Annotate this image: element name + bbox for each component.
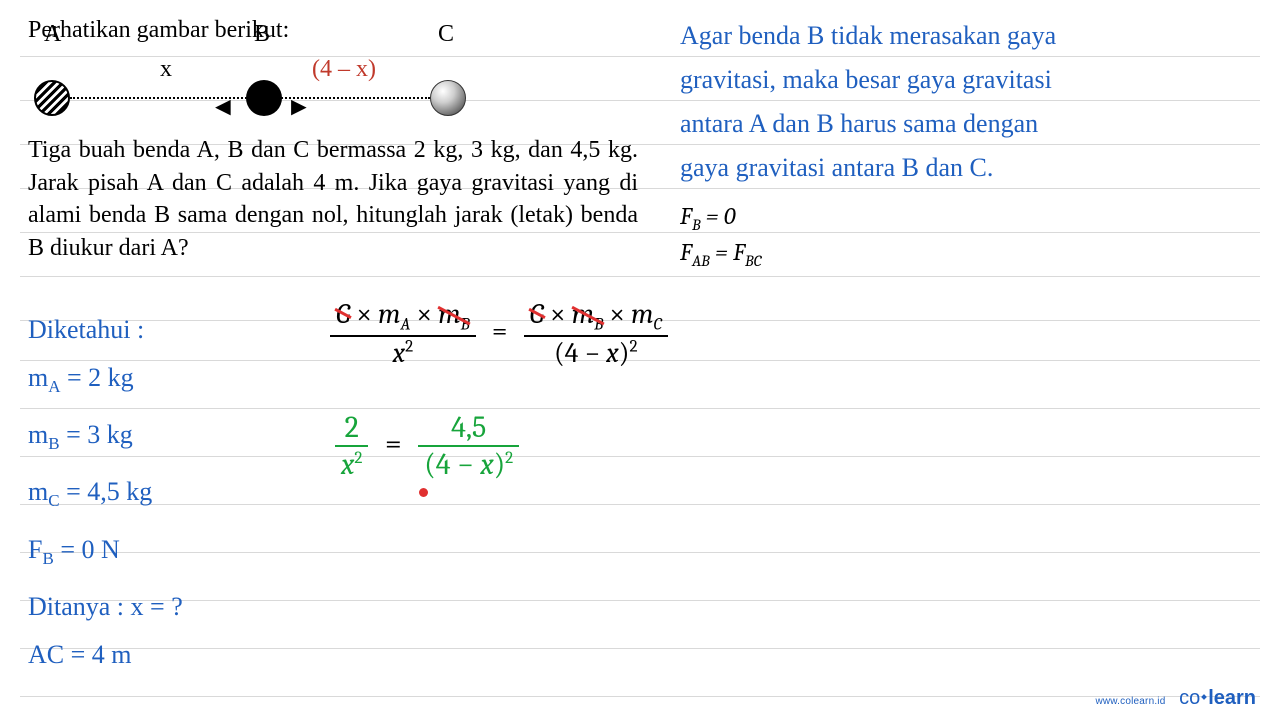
eq-sym: F: [28, 535, 42, 564]
page-root: Perhatikan gambar berikut: A B C x (4 – …: [0, 0, 1280, 720]
eq-sub: B: [594, 316, 603, 335]
mass-b-icon: [246, 80, 282, 116]
brand-dot-icon: [1201, 694, 1207, 700]
eq-sub: A: [48, 377, 60, 396]
eq-sub: AB: [692, 252, 710, 270]
x-label: x: [160, 53, 172, 85]
eq-val: = 2 kg: [61, 363, 134, 392]
known-FB: FB = 0 N: [28, 526, 183, 583]
eq-op: ×: [603, 298, 631, 330]
mass-a-icon: [34, 80, 70, 116]
eq-fab-fbc: FAB = FBC: [680, 236, 1250, 272]
eq-sub: BC: [745, 252, 762, 270]
label-c: C: [438, 18, 454, 50]
brand-co: co: [1179, 687, 1200, 709]
fraction-right: 4,5 (4 − x)2: [418, 410, 519, 482]
eq-fb: FB = 0: [680, 200, 1250, 236]
eq-op: ×: [544, 298, 572, 330]
explanation-text: Agar benda B tidak merasakan gaya gravit…: [680, 14, 1250, 190]
eq-val: = 0 N: [54, 535, 120, 564]
brand-learn: learn: [1208, 687, 1256, 709]
mass-c-icon: [430, 80, 466, 116]
eq-val: = 3 kg: [60, 420, 133, 449]
eq-rhs: = 0: [701, 202, 736, 230]
known-mB: mB = 3 kg: [28, 411, 183, 468]
eq-op: =: [710, 238, 733, 266]
brand-logo: colearn: [1179, 687, 1256, 709]
eq-num: 4,5: [418, 410, 519, 445]
eq-sup: 2: [629, 337, 637, 356]
eq-sym: m: [438, 298, 460, 330]
eq-sym: F: [680, 238, 692, 266]
eq-sub: B: [692, 216, 701, 234]
eq-sym: m: [28, 477, 48, 506]
eq-txt: (4 −: [424, 447, 480, 482]
known-AC: AC = 4 m: [28, 631, 183, 679]
eq-txt: (4 −: [554, 337, 606, 369]
eq-equals: =: [482, 315, 518, 347]
arrow-right-icon: ►: [286, 89, 312, 124]
eq-equals: =: [375, 426, 412, 461]
eq-op: ×: [350, 298, 378, 330]
label-b: B: [254, 18, 270, 50]
eq-sub: A: [401, 316, 411, 335]
main-fraction-equation: G × mA × mB x2 = G × mB × mC (4 − x)2: [330, 298, 668, 369]
eq-sym: x: [393, 337, 406, 369]
eq-sym: F: [733, 238, 745, 266]
simplified-equation: 2 x2 = 4,5 (4 − x)2: [335, 410, 519, 482]
known-mA: mA = 2 kg: [28, 354, 183, 411]
eq-sub: B: [48, 434, 59, 453]
eq-sym: m: [28, 420, 48, 449]
fraction-left: 2 x2: [335, 410, 368, 482]
eq-txt: ): [619, 337, 630, 369]
eq-sup: 2: [505, 449, 513, 468]
eq-sym: m: [378, 298, 400, 330]
expl-line: Agar benda B tidak merasakan gaya: [680, 14, 1250, 58]
eq-sub: B: [42, 549, 53, 568]
expl-line: antara A dan B harus sama dengan: [680, 102, 1250, 146]
problem-block: Perhatikan gambar berikut: A B C x (4 – …: [28, 14, 638, 264]
eq-sym: m: [572, 298, 594, 330]
problem-text: Tiga buah benda A, B dan C bermassa 2 kg…: [28, 134, 638, 264]
footer-url: www.colearn.id: [1095, 696, 1165, 707]
eq-sym: x: [606, 337, 619, 369]
fraction-left: G × mA × mB x2: [330, 298, 476, 369]
known-mC: mC = 4,5 kg: [28, 468, 183, 525]
problem-title: Perhatikan gambar berikut:: [28, 14, 638, 46]
pointer-dot-icon: [419, 488, 428, 497]
cancel-g: G: [530, 298, 544, 330]
eq-sym: m: [28, 363, 48, 392]
eq-sub: C: [653, 316, 661, 335]
eq-op: ×: [410, 298, 438, 330]
eq-sym: m: [631, 298, 653, 330]
known-title: Diketahui :: [28, 306, 183, 354]
label-a: A: [44, 18, 61, 50]
expl-line: gravitasi, maka besar gaya gravitasi: [680, 58, 1250, 102]
expl-line: gaya gravitasi antara B dan C.: [680, 146, 1250, 190]
eq-sub: B: [461, 316, 470, 335]
arrow-left-icon: ◄: [210, 89, 236, 124]
cancel-g: G: [336, 298, 350, 330]
eq-sym: x: [480, 447, 493, 482]
eq-sub: C: [48, 492, 59, 511]
footer-brand: www.colearn.id colearn: [1095, 687, 1256, 710]
eq-sym: x: [341, 447, 354, 482]
x2-label: (4 – x): [312, 53, 376, 85]
known-values: Diketahui : mA = 2 kg mB = 3 kg mC = 4,5…: [28, 306, 183, 679]
eq-num: 2: [335, 410, 368, 445]
asked: Ditanya : x = ?: [28, 583, 183, 631]
equation-block: FB = 0 FAB = FBC: [680, 200, 1250, 272]
eq-val: = 4,5 kg: [60, 477, 153, 506]
eq-txt: ): [494, 447, 505, 482]
problem-diagram: A B C x (4 – x) ◄ ►: [28, 50, 638, 128]
fraction-right: G × mB × mC (4 − x)2: [524, 298, 668, 369]
eq-sym: F: [680, 202, 692, 230]
eq-sup: 2: [405, 337, 413, 356]
eq-sup: 2: [354, 449, 362, 468]
